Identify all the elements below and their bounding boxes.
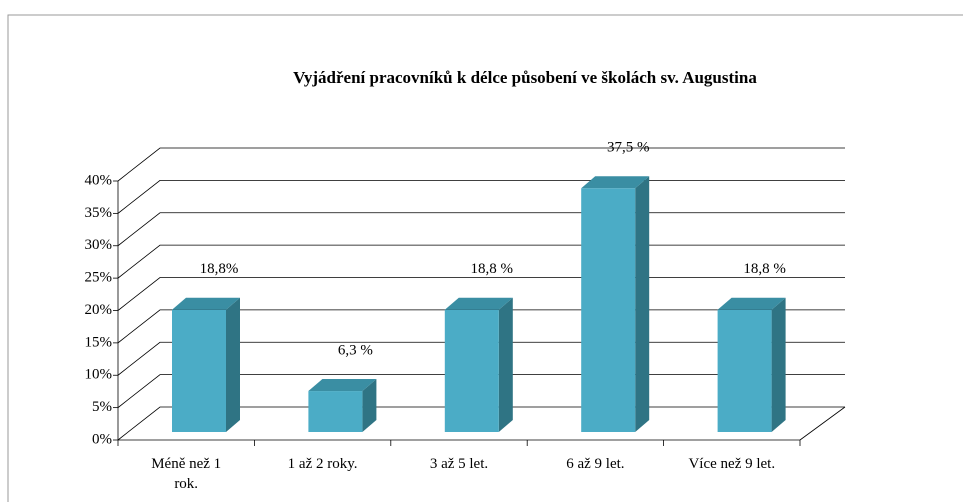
bar (717, 309, 772, 432)
value-label: 18,8 % (471, 261, 514, 277)
grid-line (117, 212, 845, 247)
y-tick-label: 5% (92, 399, 112, 415)
bar-top (444, 297, 513, 310)
y-tick-label: 30% (85, 237, 113, 253)
x-tick-label: 3 až 5 let. (429, 456, 489, 472)
bar-top (717, 297, 786, 310)
value-label: 18,8% (200, 261, 239, 277)
y-tick-label: 40% (85, 172, 113, 188)
bar-side (362, 379, 377, 432)
y-tick-label: 20% (85, 302, 113, 318)
chart-title: Vyjádření pracovníků k délce působení ve… (293, 68, 757, 87)
x-tick-label: 6 až 9 let. (566, 456, 625, 472)
bar (308, 391, 363, 432)
y-tick-label: 25% (85, 270, 113, 286)
value-label: 6,3 % (338, 342, 373, 358)
bar-side (635, 176, 650, 432)
x-tick-label: Méně než 1 rok. (151, 456, 222, 492)
y-tick-label: 15% (85, 334, 113, 350)
bar-top (581, 176, 650, 189)
bar (581, 188, 636, 432)
value-label: 37,5 % (607, 140, 650, 156)
chart-border (7, 14, 963, 502)
bar-top (308, 379, 377, 392)
floor-edge (799, 406, 846, 441)
y-tick-label: 0% (92, 431, 112, 447)
bar-side (226, 297, 240, 432)
bar (444, 309, 499, 432)
y-tick-label: 10% (85, 367, 113, 383)
bar-side (498, 297, 513, 432)
bar-top (172, 297, 240, 310)
bar (172, 309, 226, 432)
x-tick-label: 1 až 2 roky. (287, 456, 358, 472)
grid-line (117, 179, 845, 214)
grid-line (117, 147, 845, 182)
y-tick-label: 35% (85, 205, 113, 221)
bar-side (771, 297, 786, 432)
value-label: 18,8 % (743, 261, 786, 277)
x-tick-label: Více než 9 let. (688, 456, 776, 472)
